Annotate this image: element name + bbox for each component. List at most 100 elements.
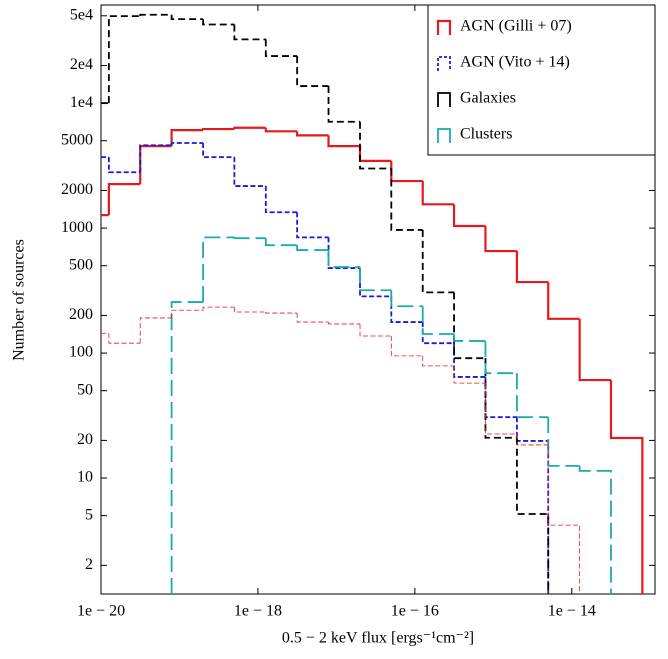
histogram-step xyxy=(484,225,517,253)
histogram-step xyxy=(453,365,486,384)
histogram-step xyxy=(390,290,423,308)
y-tick-label: 2e4 xyxy=(70,56,93,73)
histogram-step xyxy=(327,86,361,123)
histogram-step xyxy=(516,437,550,594)
y-tick-label: 50 xyxy=(77,381,93,398)
histogram-step xyxy=(484,340,517,375)
histogram-step xyxy=(170,14,204,21)
histogram-step xyxy=(547,444,581,594)
histogram-step xyxy=(390,335,423,357)
y-tick-label: 20 xyxy=(77,431,93,448)
y-tick-label: 1e4 xyxy=(70,94,93,111)
histogram-step xyxy=(202,19,235,26)
histogram-step xyxy=(107,15,141,104)
histogram-step xyxy=(107,182,141,216)
histogram-step xyxy=(578,318,611,382)
histogram-step xyxy=(359,268,392,298)
histogram-step xyxy=(264,238,298,247)
x-tick-label: 1e − 14 xyxy=(548,603,596,620)
legend-icon xyxy=(437,56,451,71)
histogram-step xyxy=(171,309,204,318)
legend-icon xyxy=(437,92,451,107)
legend-box xyxy=(427,4,656,156)
y-tick-label: 100 xyxy=(69,344,93,361)
histogram-step xyxy=(453,343,486,378)
histogram-step xyxy=(264,186,298,214)
histogram-step xyxy=(547,417,580,467)
y-tick-label: 2000 xyxy=(61,181,93,198)
histogram-step xyxy=(390,160,423,183)
legend-label: Clusters xyxy=(460,126,512,143)
x-tick-label: 1e − 20 xyxy=(77,603,125,620)
histogram-step xyxy=(421,229,455,294)
histogram-step xyxy=(233,307,266,313)
histogram-step xyxy=(202,306,235,311)
histogram-step xyxy=(452,204,486,228)
x-axis-label: 0.5 − 2 keV flux [ergs⁻¹cm⁻²] xyxy=(282,630,474,647)
histogram-step xyxy=(327,250,361,268)
histogram-step xyxy=(390,168,423,231)
histogram-step xyxy=(358,146,392,162)
histogram-step xyxy=(170,142,204,146)
histogram-step xyxy=(609,380,644,594)
y-axis-label: Number of sources xyxy=(11,239,28,361)
histogram-step xyxy=(108,333,141,344)
histogram-step xyxy=(170,129,204,147)
x-tick-label: 1e − 16 xyxy=(391,603,439,620)
histogram-step xyxy=(422,355,455,367)
y-tick-label: 10 xyxy=(77,469,93,486)
histogram-step xyxy=(359,323,392,337)
legend-label: AGN (Vito + 14) xyxy=(460,54,570,71)
histogram-step xyxy=(359,267,392,292)
histogram-step xyxy=(328,322,361,325)
legend-icon xyxy=(437,128,451,143)
legend-label: AGN (Gilli + 07) xyxy=(460,18,572,35)
histogram-step xyxy=(139,144,172,173)
histogram-step xyxy=(233,157,266,187)
histogram-step xyxy=(296,56,329,87)
histogram-step xyxy=(453,292,486,360)
histogram-step xyxy=(421,322,455,345)
histogram-step xyxy=(515,251,549,284)
histogram-step xyxy=(359,121,392,170)
histogram-step xyxy=(264,39,298,57)
histogram-step xyxy=(233,237,266,240)
plot-frame xyxy=(100,4,656,595)
histogram-step xyxy=(421,306,455,335)
histogram-step xyxy=(296,212,329,239)
histogram-step xyxy=(139,145,172,185)
histogram-step xyxy=(296,245,329,251)
histogram-step xyxy=(547,282,580,320)
histogram-step xyxy=(578,465,612,594)
histogram-step xyxy=(516,417,550,594)
histogram-step xyxy=(484,358,517,439)
histogram-step xyxy=(139,13,172,17)
y-tick-label: 200 xyxy=(69,306,93,323)
legend-icon xyxy=(436,19,452,35)
histogram-step xyxy=(296,131,329,137)
histogram-step xyxy=(201,127,235,131)
histogram-step xyxy=(327,135,361,148)
legend-label: Galaxies xyxy=(460,90,516,107)
y-tick-label: 500 xyxy=(69,256,93,273)
y-tick-label: 5e4 xyxy=(70,6,93,23)
histogram-step xyxy=(233,126,266,130)
x-tick-label: 1e − 18 xyxy=(234,603,282,620)
y-tick-label: 1000 xyxy=(61,219,93,236)
histogram-step xyxy=(327,237,361,269)
histogram-step xyxy=(233,24,266,41)
histogram-step xyxy=(453,334,486,342)
histogram-step xyxy=(421,181,455,206)
histogram-step xyxy=(485,383,517,435)
histogram-step xyxy=(202,142,235,158)
histogram-step xyxy=(484,376,517,419)
histogram-step xyxy=(516,434,549,446)
histogram-step xyxy=(264,127,298,133)
histogram-step xyxy=(265,312,298,314)
y-tick-label: 5 xyxy=(85,506,93,523)
histogram-step xyxy=(139,317,172,344)
histogram-step xyxy=(296,313,329,323)
histogram-step xyxy=(202,236,235,303)
histogram-step xyxy=(170,301,204,594)
